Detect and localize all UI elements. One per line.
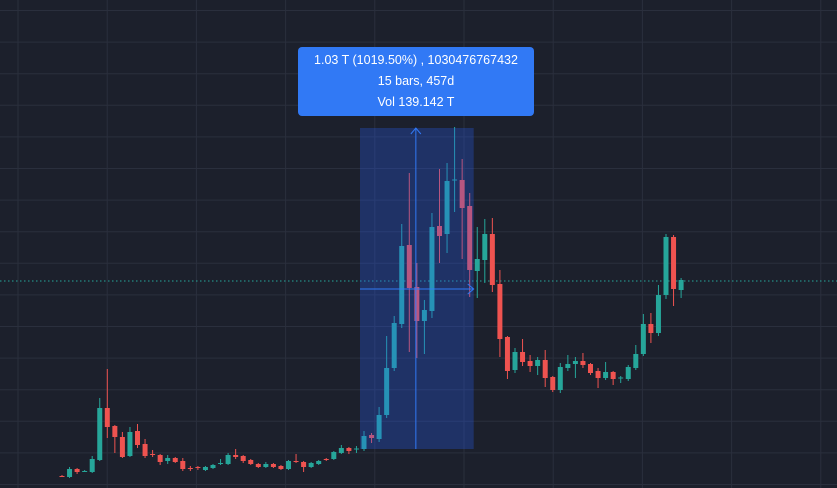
candle-body	[444, 181, 450, 234]
measure-volume-text: Vol 139.142 T	[377, 95, 455, 109]
candle-body	[248, 460, 254, 464]
candle-body	[233, 455, 239, 457]
candle-body	[474, 259, 480, 271]
candle-body	[218, 463, 224, 464]
candle-body	[225, 455, 231, 464]
candle-body	[97, 408, 103, 460]
candle-body	[557, 367, 563, 390]
candle-body	[202, 467, 208, 470]
candle-body	[240, 456, 246, 461]
candle-body	[520, 352, 526, 362]
candle-body	[618, 377, 624, 379]
candle-body	[565, 364, 571, 368]
candle-body	[648, 324, 654, 333]
candle-body	[316, 461, 322, 464]
candle-body	[353, 448, 359, 450]
candle-body	[293, 461, 299, 462]
candle-body	[588, 364, 593, 373]
candle-body	[119, 437, 125, 457]
candle-body	[338, 448, 344, 453]
candle-body	[603, 372, 609, 378]
candle-body	[210, 465, 216, 468]
candle-body	[459, 180, 465, 208]
candle-body	[384, 368, 390, 415]
arrow-up-icon	[410, 127, 422, 135]
candle-body	[504, 337, 510, 371]
candle-body	[595, 371, 601, 378]
candle-body	[301, 462, 307, 467]
candle-body	[542, 360, 548, 378]
candle-body	[437, 226, 442, 236]
candle-body	[399, 246, 405, 324]
candle-body	[655, 295, 661, 333]
candle-body	[429, 227, 435, 311]
candle-body	[369, 435, 375, 438]
candle-body	[195, 467, 201, 468]
candle-body	[535, 360, 541, 366]
candle-body	[489, 234, 495, 285]
candle-body	[104, 408, 110, 427]
candle-body	[512, 352, 518, 370]
candle-body	[187, 468, 193, 469]
candle-body	[580, 361, 586, 365]
candle-body	[391, 323, 397, 368]
candle-body	[376, 415, 382, 439]
candle-body	[663, 237, 669, 295]
candle-body	[421, 310, 427, 321]
candle-body	[482, 234, 488, 260]
candle-body	[82, 471, 88, 472]
candle-body	[467, 206, 473, 270]
candle-body	[331, 452, 337, 459]
candle-body	[278, 466, 284, 469]
candle-body	[527, 361, 533, 366]
candle-body	[270, 464, 276, 467]
candle-body	[263, 464, 269, 467]
candle-body	[572, 361, 578, 364]
candle-body	[633, 354, 639, 368]
candle-body	[165, 458, 171, 461]
measure-tooltip: 1.03 T (1019.50%) , 1030476767432 15 bar…	[298, 47, 534, 116]
candle-body	[180, 461, 186, 469]
candle-body	[112, 426, 118, 437]
candle-body	[406, 245, 412, 288]
candle-body	[150, 454, 156, 455]
candle-body	[142, 444, 148, 456]
candle-body	[671, 237, 677, 289]
measure-change-text: 1.03 T (1019.50%) , 1030476767432	[314, 53, 518, 67]
candle-body	[59, 476, 65, 477]
candle-body	[610, 372, 616, 379]
candle-body	[625, 367, 631, 379]
candle-body	[346, 448, 352, 451]
candle-body	[89, 459, 95, 472]
candle-body	[361, 436, 367, 449]
arrow-right-icon	[467, 283, 475, 295]
candle-body	[308, 463, 314, 467]
candle-body	[286, 461, 291, 469]
candle-body	[127, 432, 133, 456]
candle-body	[678, 280, 684, 290]
candle-body	[172, 458, 178, 462]
candle-body	[135, 431, 140, 445]
candle-body	[414, 287, 420, 321]
candle-body	[74, 469, 80, 472]
candle-body	[640, 324, 646, 354]
candle-body	[157, 455, 163, 462]
measure-bars-text: 15 bars, 457d	[377, 74, 455, 88]
candle-body	[255, 464, 261, 467]
candle-body	[323, 459, 329, 460]
candle-body	[452, 179, 458, 181]
candle-body	[497, 284, 503, 339]
candle-body	[550, 377, 556, 390]
candle-body	[67, 469, 73, 477]
